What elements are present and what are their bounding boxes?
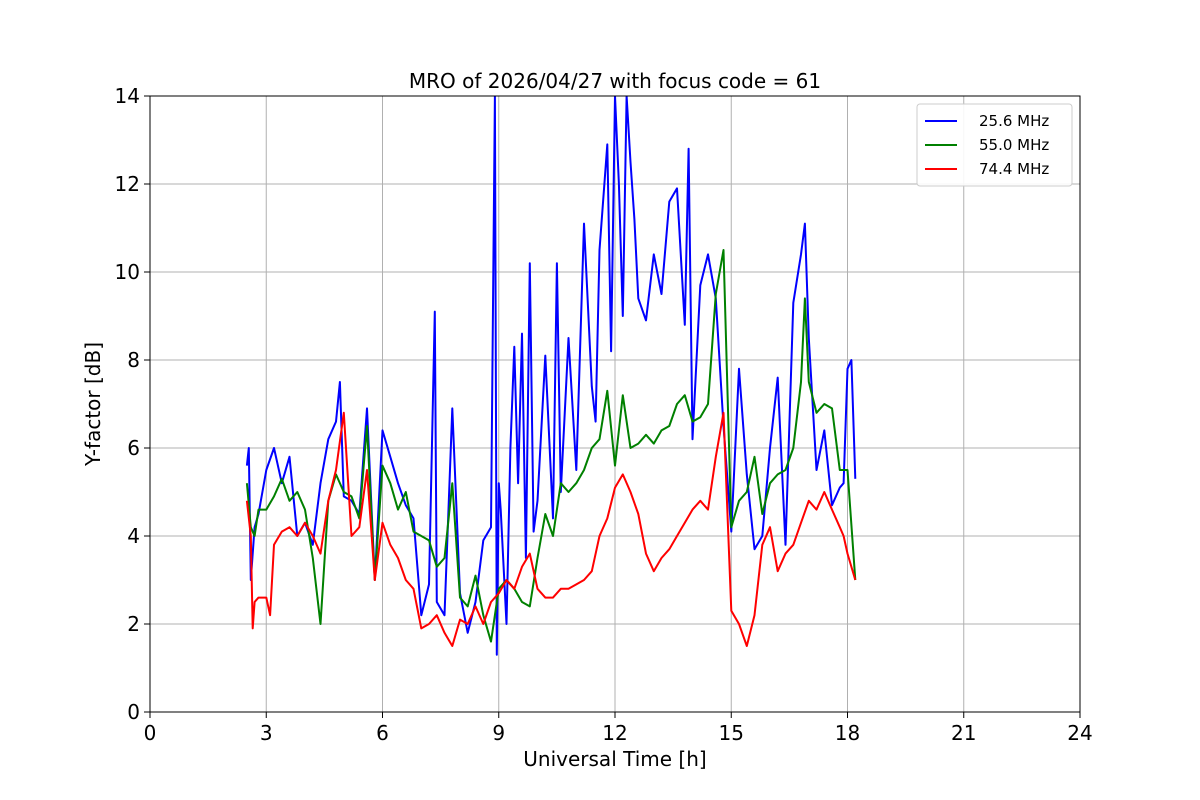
series-line-2 — [245, 249, 857, 643]
y-tick-label: 12 — [115, 172, 140, 196]
x-tick-label: 6 — [376, 721, 389, 745]
x-tick-label: 18 — [835, 721, 860, 745]
legend: 25.6 MHz 55.0 MHz 74.4 MHz — [916, 103, 1073, 187]
y-tick-label: 8 — [127, 348, 140, 372]
legend-box — [916, 103, 1073, 187]
y-tick-label: 6 — [127, 436, 140, 460]
y-tick-label: 14 — [115, 84, 140, 108]
x-tick-label: 9 — [492, 721, 505, 745]
x-tick-label: 0 — [144, 721, 157, 745]
series-line-3 — [245, 411, 857, 647]
x-tick-label: 3 — [260, 721, 273, 745]
y-tick-label: 0 — [127, 700, 140, 724]
legend-label-1: 25.6 MHz — [979, 112, 1049, 130]
y-tick-label: 2 — [127, 612, 140, 636]
series-layer — [245, 96, 857, 656]
y-tick-label: 10 — [115, 260, 140, 284]
x-tick-label: 24 — [1067, 721, 1092, 745]
x-tick-label: 15 — [719, 721, 744, 745]
x-tick-label: 21 — [951, 721, 976, 745]
x-axis-label: Universal Time [h] — [523, 747, 706, 771]
x-tick-label: 12 — [602, 721, 627, 745]
chart-title: MRO of 2026/04/27 with focus code = 61 — [409, 69, 821, 93]
legend-label-3: 74.4 MHz — [979, 160, 1049, 178]
y-axis-label: Y-factor [dB] — [81, 342, 105, 467]
y-tick-label: 4 — [127, 524, 140, 548]
legend-label-2: 55.0 MHz — [979, 136, 1049, 154]
